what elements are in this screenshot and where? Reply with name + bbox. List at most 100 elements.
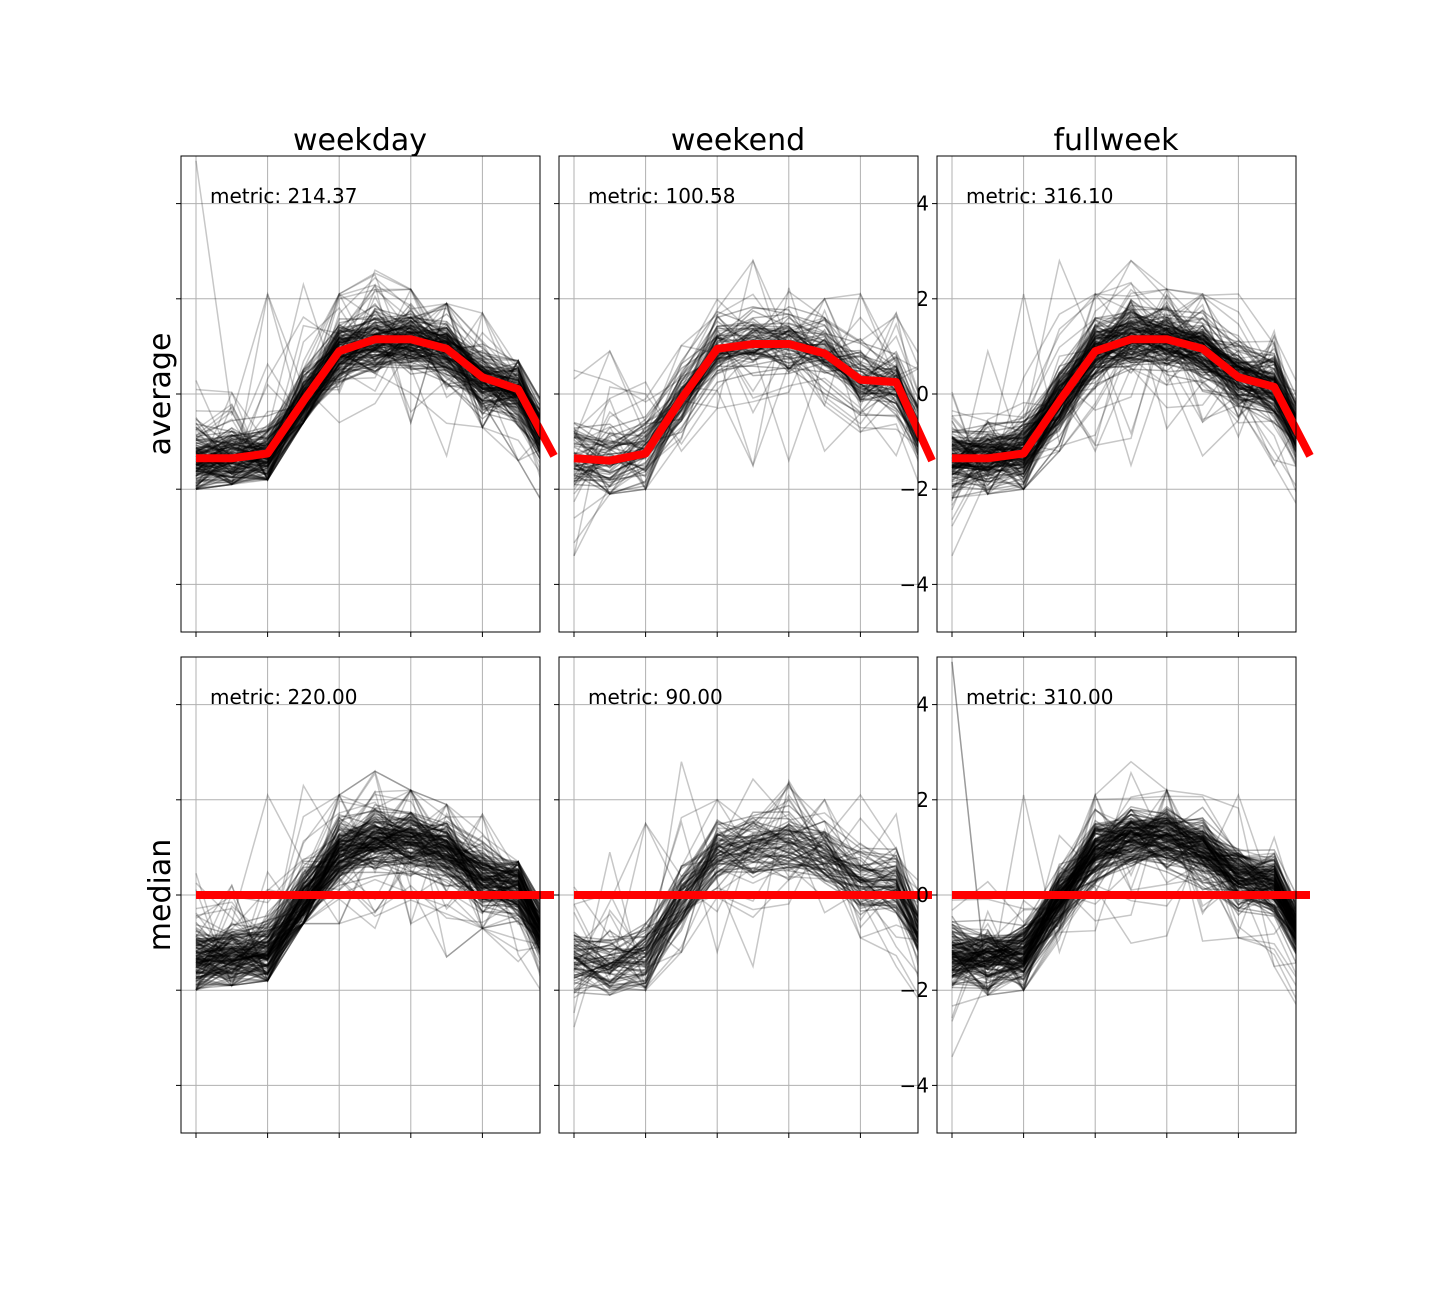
sample-curve bbox=[573, 761, 918, 1000]
sample-curve bbox=[573, 841, 918, 966]
sample-curve bbox=[195, 343, 540, 484]
sample-curve bbox=[195, 349, 540, 476]
sample-curve bbox=[951, 259, 1296, 496]
metric-annotation: metric: 220.00 bbox=[210, 685, 357, 709]
sample-curve bbox=[951, 293, 1296, 458]
sample-curve bbox=[951, 787, 1296, 983]
sample-curve bbox=[951, 840, 1296, 964]
sample-curve bbox=[951, 324, 1296, 482]
sample-curve bbox=[573, 293, 918, 439]
sample-curve bbox=[195, 841, 540, 977]
sample-curve bbox=[195, 878, 540, 962]
sample-curve bbox=[195, 350, 540, 470]
sample-curve bbox=[195, 810, 540, 966]
sample-curve bbox=[951, 332, 1296, 487]
sample-curve bbox=[573, 827, 918, 972]
sample-curve bbox=[951, 829, 1296, 979]
sample-curve bbox=[573, 329, 918, 481]
sample-curve bbox=[951, 817, 1296, 960]
sample-curve bbox=[951, 829, 1296, 974]
sample-curve bbox=[951, 813, 1296, 956]
sample-curve bbox=[951, 661, 1296, 1001]
sample-curve bbox=[951, 858, 1296, 985]
sample-curve bbox=[195, 844, 540, 987]
sample-curve bbox=[195, 834, 540, 977]
sample-curve bbox=[951, 319, 1296, 474]
sample-curve bbox=[951, 300, 1296, 466]
sample-curve bbox=[951, 831, 1296, 976]
sample-curve bbox=[951, 836, 1296, 943]
sample-curve bbox=[573, 322, 918, 464]
sample-curve bbox=[951, 306, 1296, 453]
sample-curve bbox=[573, 332, 918, 495]
sample-curve bbox=[573, 328, 918, 470]
sample-curve bbox=[195, 811, 540, 957]
sample-curve bbox=[951, 823, 1296, 939]
metric-annotation: metric: 100.58 bbox=[588, 184, 735, 208]
row-label-average: average bbox=[143, 333, 178, 456]
sample-curve bbox=[573, 307, 918, 466]
sample-curve bbox=[951, 343, 1296, 489]
sample-curve bbox=[951, 293, 1296, 469]
sample-curve bbox=[195, 327, 540, 480]
sample-curve bbox=[573, 811, 918, 942]
sample-curve bbox=[951, 832, 1296, 965]
sample-curve bbox=[573, 817, 918, 968]
sample-curve bbox=[573, 826, 918, 988]
y-tick-label: 2 bbox=[916, 287, 929, 311]
sample-curve bbox=[951, 324, 1296, 476]
sample-curve bbox=[195, 833, 540, 959]
sample-curve bbox=[951, 348, 1296, 468]
sample-curve bbox=[573, 783, 918, 978]
sample-curve bbox=[951, 327, 1296, 491]
sample-curve bbox=[195, 822, 540, 960]
y-tick-label: 4 bbox=[916, 693, 929, 717]
sample-curve bbox=[951, 334, 1296, 460]
sample-curve bbox=[573, 819, 918, 989]
sample-curves bbox=[573, 258, 918, 557]
sample-curve bbox=[573, 347, 918, 484]
sample-curve bbox=[195, 826, 540, 962]
sample-curve bbox=[951, 822, 1296, 971]
sample-curve bbox=[951, 845, 1296, 963]
sample-curve bbox=[573, 292, 918, 519]
y-tick-label: −2 bbox=[900, 978, 929, 1002]
sample-curve bbox=[195, 287, 540, 482]
sample-curve bbox=[951, 842, 1296, 973]
sample-curve bbox=[951, 833, 1296, 974]
sample-curve bbox=[195, 337, 540, 481]
sample-curve bbox=[195, 801, 540, 951]
sample-curve bbox=[951, 344, 1296, 491]
sample-curve bbox=[195, 345, 540, 477]
sample-curve bbox=[195, 160, 540, 472]
sample-curve bbox=[951, 813, 1296, 957]
sample-curve bbox=[951, 836, 1296, 984]
sample-curve bbox=[195, 821, 540, 962]
sample-curve bbox=[573, 777, 918, 970]
sample-curve bbox=[951, 808, 1296, 988]
sample-curve bbox=[195, 325, 540, 460]
sample-curve bbox=[195, 319, 540, 444]
sample-curve bbox=[195, 836, 540, 975]
sample-curve bbox=[951, 259, 1296, 468]
sample-curve bbox=[573, 334, 918, 474]
sample-curve bbox=[195, 840, 540, 975]
sample-curve bbox=[951, 350, 1296, 483]
sample-curve bbox=[195, 838, 540, 962]
sample-curve bbox=[951, 823, 1296, 960]
sample-curve bbox=[951, 288, 1296, 478]
sample-curve bbox=[951, 809, 1296, 960]
sample-curve bbox=[195, 843, 540, 980]
sample-curve bbox=[951, 832, 1296, 946]
sample-curve bbox=[195, 827, 540, 990]
sample-curve bbox=[951, 832, 1296, 979]
sample-curve bbox=[951, 304, 1296, 460]
sample-curve bbox=[951, 788, 1296, 971]
sample-curve bbox=[195, 333, 540, 473]
sample-curve bbox=[951, 821, 1296, 958]
sample-curve bbox=[195, 343, 540, 458]
sample-curve bbox=[951, 821, 1296, 952]
sample-curve bbox=[951, 333, 1296, 468]
sample-curve bbox=[573, 854, 918, 989]
sample-curve bbox=[951, 832, 1296, 968]
